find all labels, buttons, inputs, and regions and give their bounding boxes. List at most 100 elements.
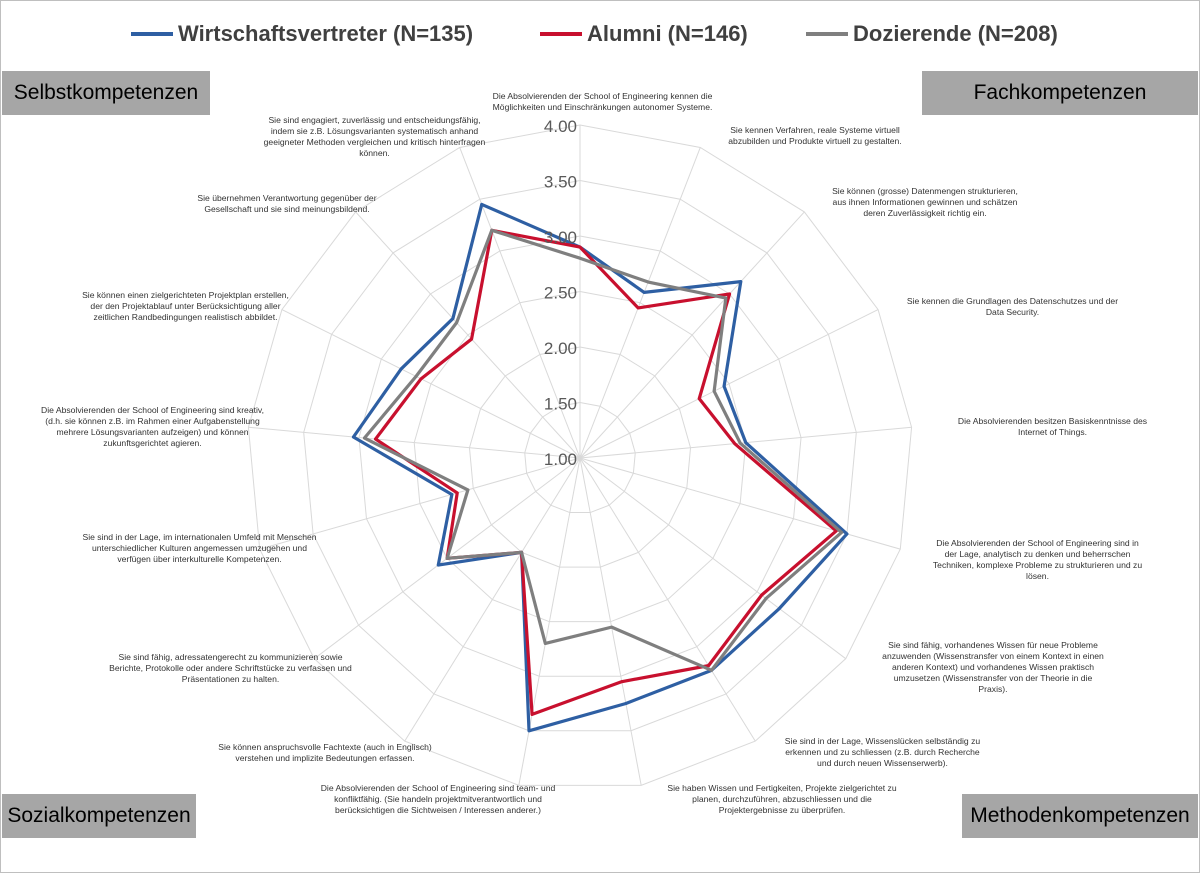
series-0-point-2	[739, 280, 743, 284]
category-label-2: Sie können (grosse) Datenmengen struktur…	[832, 186, 1018, 218]
series-0-point-8	[624, 702, 628, 705]
series-0-point-1	[642, 290, 646, 294]
legend-swatch-wirtschaftsvertreter	[131, 32, 173, 36]
series-0-point-12	[450, 493, 454, 496]
series-1-point-14	[419, 377, 423, 381]
category-label-14: Sie können einen zielgerichteten Projekt…	[82, 290, 289, 322]
legend-item-dozierende: Dozierende (N=208)	[806, 14, 1058, 54]
corner-fachkompetenzen: Fachkompetenzen	[922, 71, 1198, 115]
grid-ring-5	[303, 179, 857, 732]
grid-spoke-13	[248, 426, 581, 459]
grid-ring-2	[468, 346, 692, 568]
series-0-point-3	[722, 384, 726, 388]
tick-label-5: 3.50	[544, 173, 577, 192]
series-line-0	[351, 202, 849, 733]
series-2-point-14	[414, 374, 418, 378]
category-label-1: Sie kennen Verfahren, reale Systeme virt…	[728, 125, 902, 146]
legend-label-alumni: Alumni (N=146)	[587, 21, 748, 46]
series-2-point-12	[466, 488, 470, 492]
series-1-point-1	[636, 306, 640, 310]
tick-label-6: 4.00	[544, 117, 577, 136]
series-2-point-2	[724, 296, 728, 300]
category-label-3: Sie kennen die Grundlagen des Datenschut…	[906, 296, 1119, 317]
category-label-8: Sie haben Wissen und Fertigkeiten, Proje…	[667, 783, 897, 815]
legend-swatch-alumni	[540, 32, 582, 36]
tick-label-2: 2.00	[544, 339, 577, 358]
series-2-point-16	[490, 228, 494, 232]
grid-spoke-14	[281, 309, 581, 459]
tick-label-1: 1.50	[544, 395, 577, 414]
series-2-point-15	[455, 321, 459, 325]
legend: Wirtschaftsvertreter (N=135) Alumni (N=1…	[0, 14, 1200, 54]
legend-label-wirtschaftsvertreter: Wirtschaftsvertreter (N=135)	[178, 21, 474, 46]
series-0-point-15	[451, 317, 455, 320]
grid-spoke-15	[355, 211, 581, 459]
series-2-point-1	[646, 280, 650, 284]
grid-spoke-1	[579, 147, 701, 459]
radar-grid	[247, 124, 913, 786]
series-2-point-6	[764, 597, 768, 600]
corner-selbstkompetenzen: Selbstkompetenzen	[2, 71, 210, 115]
category-label-13: Die Absolvierenden der School of Enginee…	[41, 405, 264, 448]
category-label-9: Die Absolvierenden der School of Enginee…	[320, 783, 556, 815]
grid-spoke-10	[404, 457, 581, 742]
corner-methodenkompetenzen: Methodenkompetenzen	[962, 794, 1198, 838]
grid-spoke-16	[459, 147, 581, 459]
series-2-point-8	[610, 625, 614, 629]
series-0-point-5	[845, 532, 849, 536]
series-1-point-4	[733, 442, 737, 446]
category-label-12: Sie sind in der Lage, im internationalen…	[82, 532, 317, 564]
series-1-point-2	[728, 292, 731, 296]
grid-spoke-12	[259, 457, 581, 550]
series-line-1	[373, 228, 838, 717]
series-0-point-11	[436, 563, 440, 567]
series-2-point-3	[712, 389, 716, 393]
category-label-4: Die Absolvierenden besitzen Basiskenntni…	[957, 416, 1148, 437]
legend-item-alumni: Alumni (N=146)	[540, 14, 748, 54]
category-label-6: Sie sind fähig, vorhandenes Wissen für n…	[882, 640, 1104, 694]
grid-ring-6	[247, 124, 913, 786]
series-1-point-13	[374, 437, 377, 441]
category-label-7: Sie sind in der Lage, Wissenslücken selb…	[784, 736, 981, 768]
series-2-point-4	[738, 441, 742, 445]
grid-ring-3	[413, 290, 747, 623]
series-1-point-6	[760, 593, 763, 597]
corner-sozialkompetenzen: Sozialkompetenzen	[2, 794, 196, 838]
category-label-5: Die Absolvierenden der School of Enginee…	[932, 538, 1143, 581]
category-label-0: Die Absolvierenden der School of Enginee…	[492, 91, 713, 112]
series-2-point-7	[710, 668, 713, 672]
tick-label-0: 1.00	[544, 450, 577, 469]
series-1-point-12	[455, 491, 459, 495]
series-2-point-10	[520, 550, 523, 554]
series-0-point-6	[777, 607, 781, 610]
grid-spoke-8	[579, 457, 642, 786]
legend-label-dozierende: Dozierende (N=208)	[853, 21, 1058, 46]
series-1-point-3	[697, 397, 701, 401]
grid-spoke-6	[579, 457, 847, 660]
radar-series	[351, 202, 849, 733]
grid-spoke-3	[579, 309, 879, 459]
series-1-point-8	[620, 680, 624, 684]
series-2-point-11	[445, 556, 449, 560]
tick-label-3: 2.50	[544, 284, 577, 303]
series-1-point-15	[470, 337, 473, 341]
series-0-point-9	[527, 729, 531, 733]
grid-spoke-7	[579, 457, 756, 742]
series-line-2	[362, 228, 844, 672]
series-1-point-0	[578, 245, 582, 249]
series-2-point-9	[543, 642, 547, 645]
series-2-point-0	[578, 256, 582, 260]
category-label-15: Sie übernehmen Verantwortung gegenüber d…	[197, 193, 377, 214]
grid-ring-4	[358, 235, 802, 677]
series-1-point-9	[530, 713, 534, 716]
grid-spoke-2	[579, 211, 805, 459]
grid-ring-1	[524, 401, 636, 514]
series-0-point-16	[480, 203, 484, 206]
series-2-point-13	[363, 436, 366, 440]
radar-tick-labels: 1.00 1.50 2.00 2.50 3.00 3.50 4.00	[544, 117, 577, 469]
legend-item-wirtschaftsvertreter: Wirtschaftsvertreter (N=135)	[131, 14, 473, 54]
series-0-point-13	[352, 435, 355, 439]
series-1-point-7	[707, 664, 710, 668]
category-label-16: Sie sind engagiert, zuverlässig und ents…	[263, 115, 486, 158]
